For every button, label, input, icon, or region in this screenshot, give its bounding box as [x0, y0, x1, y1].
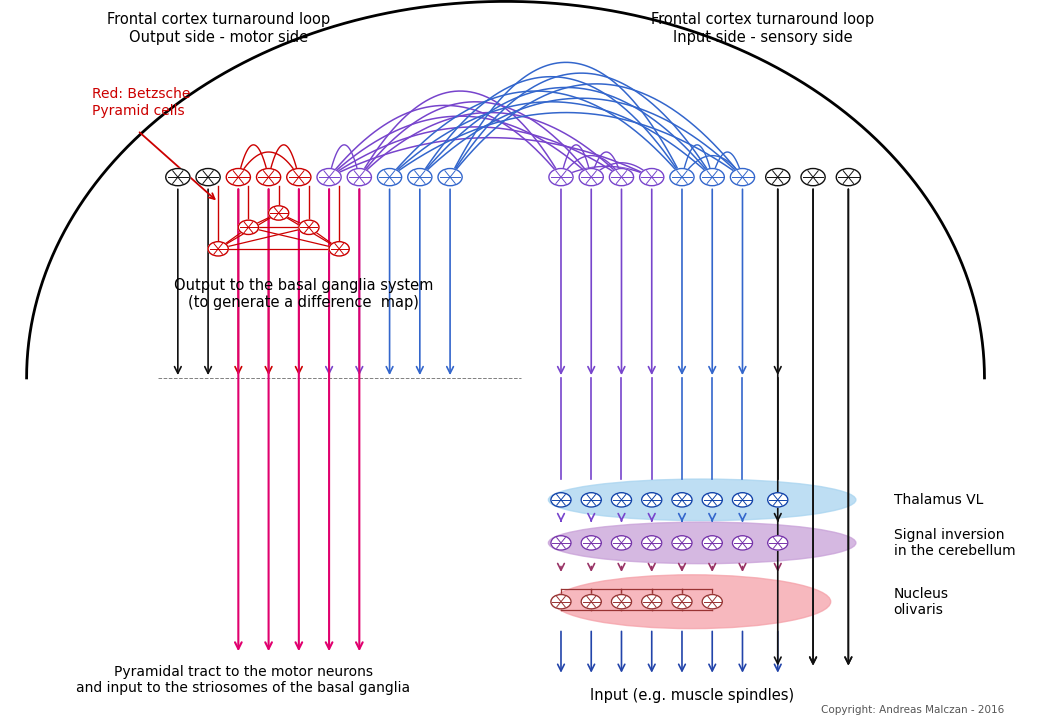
Circle shape [238, 220, 259, 235]
Circle shape [579, 168, 603, 186]
Circle shape [549, 168, 573, 186]
Circle shape [298, 220, 319, 235]
Circle shape [765, 168, 789, 186]
Circle shape [642, 492, 661, 507]
Text: Copyright: Andreas Malczan - 2016: Copyright: Andreas Malczan - 2016 [822, 705, 1005, 715]
Text: Pyramidal tract to the motor neurons
and input to the striosomes of the basal ga: Pyramidal tract to the motor neurons and… [76, 665, 411, 695]
Text: Input (e.g. muscle spindles): Input (e.g. muscle spindles) [590, 688, 795, 703]
Text: Nucleus
olivaris: Nucleus olivaris [893, 587, 948, 617]
Circle shape [165, 168, 190, 186]
Circle shape [612, 536, 631, 550]
Circle shape [581, 536, 601, 550]
Circle shape [268, 206, 289, 220]
Text: Signal inversion
in the cerebellum: Signal inversion in the cerebellum [893, 528, 1015, 558]
Circle shape [227, 168, 251, 186]
Circle shape [408, 168, 432, 186]
Text: Frontal cortex turnaround loop
Input side - sensory side: Frontal cortex turnaround loop Input sid… [651, 12, 875, 45]
Text: Red: Betzsche
Pyramid cells: Red: Betzsche Pyramid cells [93, 87, 190, 117]
Circle shape [732, 536, 753, 550]
Circle shape [378, 168, 401, 186]
Circle shape [329, 242, 349, 256]
Circle shape [730, 168, 755, 186]
Text: Thalamus VL: Thalamus VL [893, 493, 983, 507]
Ellipse shape [548, 479, 856, 521]
Circle shape [196, 168, 220, 186]
Circle shape [702, 492, 723, 507]
Circle shape [208, 242, 228, 256]
Circle shape [672, 536, 692, 550]
Circle shape [581, 595, 601, 609]
Circle shape [347, 168, 371, 186]
Text: Frontal cortex turnaround loop
Output side - motor side: Frontal cortex turnaround loop Output si… [107, 12, 330, 45]
Circle shape [642, 536, 661, 550]
Text: Output to the basal ganglia system
(to generate a difference  map): Output to the basal ganglia system (to g… [174, 277, 434, 310]
Circle shape [672, 595, 692, 609]
Circle shape [702, 536, 723, 550]
Ellipse shape [553, 575, 831, 629]
Circle shape [612, 595, 631, 609]
Circle shape [836, 168, 860, 186]
Circle shape [287, 168, 311, 186]
Circle shape [551, 492, 571, 507]
Circle shape [257, 168, 281, 186]
Circle shape [438, 168, 462, 186]
Circle shape [700, 168, 724, 186]
Circle shape [732, 492, 753, 507]
Circle shape [581, 492, 601, 507]
Circle shape [551, 595, 571, 609]
Ellipse shape [548, 522, 856, 564]
Circle shape [702, 595, 723, 609]
Circle shape [317, 168, 341, 186]
Circle shape [801, 168, 825, 186]
Circle shape [768, 536, 788, 550]
Circle shape [612, 492, 631, 507]
Circle shape [642, 595, 661, 609]
Circle shape [640, 168, 664, 186]
Circle shape [768, 492, 788, 507]
Circle shape [551, 536, 571, 550]
Circle shape [670, 168, 694, 186]
Circle shape [672, 492, 692, 507]
Circle shape [609, 168, 633, 186]
